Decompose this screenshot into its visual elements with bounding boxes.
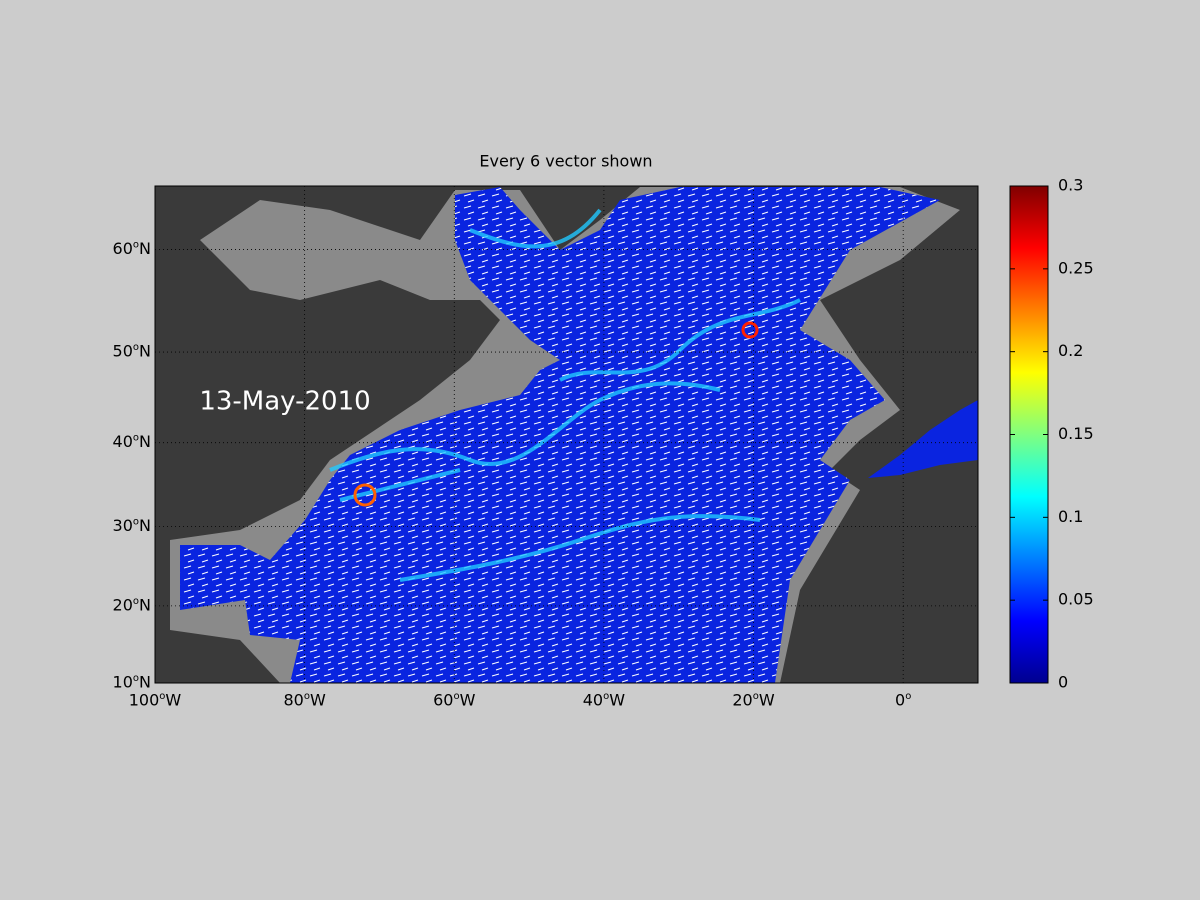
y-tick-label: 40oN	[113, 432, 151, 451]
x-tick-label: 40oW	[583, 691, 625, 710]
colorbar-tick-label: 0.15	[1058, 424, 1094, 443]
title: Every 6 vector shown	[479, 152, 652, 171]
vectors	[180, 187, 940, 683]
date-label: 13-May-2010	[199, 387, 370, 417]
eddy	[353, 483, 377, 507]
colorbar-tick-label: 0	[1058, 673, 1068, 692]
y-tick-label: 50oN	[113, 342, 151, 361]
colorbar-tick-label: 0.25	[1058, 258, 1094, 277]
eddy	[741, 321, 759, 339]
x-tick-label: 100oW	[129, 691, 182, 710]
current	[329, 208, 801, 582]
ocean	[868, 400, 978, 478]
map-area	[155, 186, 978, 683]
y-tick-label: 30oN	[113, 516, 151, 535]
colorbar-tick-label: 0.1	[1058, 507, 1083, 526]
x-tick-label: 80oW	[283, 691, 325, 710]
colorbar-tick-label: 0.05	[1058, 590, 1094, 609]
colorbar-tick-label: 0.3	[1058, 176, 1083, 195]
x-tick-label: 0o	[895, 691, 911, 710]
x-tick-label: 20oW	[732, 691, 774, 710]
y-tick-label: 10oN	[113, 673, 151, 692]
y-tick-label: 20oN	[113, 595, 151, 614]
colorbar	[1009, 185, 1049, 684]
y-tick-label: 60oN	[113, 239, 151, 258]
x-tick-label: 60oW	[433, 691, 475, 710]
colorbar-tick-label: 0.2	[1058, 341, 1083, 360]
